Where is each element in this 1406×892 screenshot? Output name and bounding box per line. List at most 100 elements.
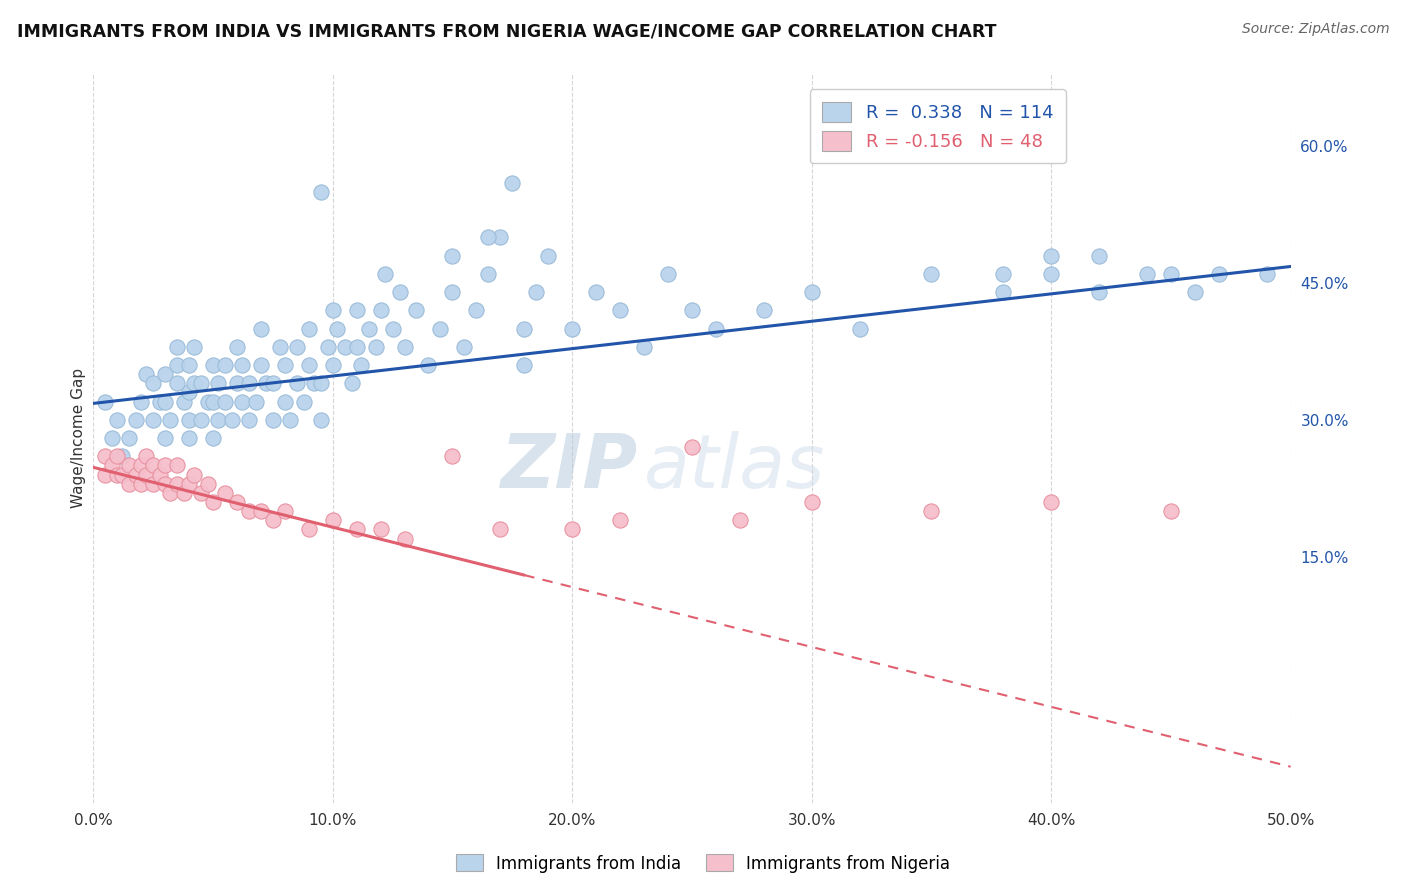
Point <box>848 321 870 335</box>
Point <box>214 394 236 409</box>
Point <box>177 358 200 372</box>
Point <box>657 267 679 281</box>
Point <box>1184 285 1206 299</box>
Point <box>105 467 128 482</box>
Point <box>142 476 165 491</box>
Point <box>381 321 404 335</box>
Point <box>993 285 1015 299</box>
Point <box>94 394 117 409</box>
Point <box>197 476 219 491</box>
Point <box>274 394 297 409</box>
Point <box>183 376 205 391</box>
Point <box>524 285 547 299</box>
Point <box>1088 248 1111 262</box>
Point <box>800 495 823 509</box>
Point <box>190 413 212 427</box>
Point <box>309 413 332 427</box>
Point <box>231 394 253 409</box>
Point <box>254 376 277 391</box>
Point <box>166 476 188 491</box>
Point <box>177 431 200 445</box>
Legend: R =  0.338   N = 114, R = -0.156   N = 48: R = 0.338 N = 114, R = -0.156 N = 48 <box>810 89 1066 163</box>
Point <box>346 522 368 536</box>
Point <box>153 458 176 473</box>
Point <box>201 394 224 409</box>
Point <box>752 303 775 318</box>
Point <box>225 340 247 354</box>
Point <box>374 267 396 281</box>
Point <box>231 358 253 372</box>
Point <box>285 376 308 391</box>
Point <box>214 358 236 372</box>
Point <box>166 340 188 354</box>
Point <box>388 285 411 299</box>
Point <box>177 413 200 427</box>
Point <box>183 467 205 482</box>
Point <box>159 486 181 500</box>
Point <box>238 504 260 518</box>
Point <box>513 358 536 372</box>
Point <box>153 431 176 445</box>
Point <box>177 476 200 491</box>
Point <box>177 385 200 400</box>
Point <box>800 285 823 299</box>
Point <box>118 476 141 491</box>
Point <box>118 458 141 473</box>
Point <box>153 476 176 491</box>
Point <box>1256 267 1278 281</box>
Point <box>302 376 325 391</box>
Point <box>298 321 321 335</box>
Point <box>681 440 703 454</box>
Point <box>221 413 243 427</box>
Point <box>364 340 387 354</box>
Point <box>513 321 536 335</box>
Point <box>1040 248 1063 262</box>
Point <box>262 513 284 527</box>
Point <box>441 285 464 299</box>
Point <box>681 303 703 318</box>
Point <box>477 267 499 281</box>
Point <box>173 394 195 409</box>
Point <box>149 467 172 482</box>
Point <box>101 458 124 473</box>
Point <box>309 185 332 199</box>
Text: ZIP: ZIP <box>501 431 638 504</box>
Point <box>159 413 181 427</box>
Point <box>225 495 247 509</box>
Point <box>225 376 247 391</box>
Point <box>405 303 427 318</box>
Point <box>135 368 157 382</box>
Point <box>920 504 942 518</box>
Point <box>129 458 152 473</box>
Point <box>238 376 260 391</box>
Point <box>207 413 229 427</box>
Point <box>94 467 117 482</box>
Point <box>111 467 134 482</box>
Point <box>1040 495 1063 509</box>
Point <box>394 532 416 546</box>
Point <box>250 358 273 372</box>
Text: atlas: atlas <box>644 432 825 503</box>
Point <box>262 413 284 427</box>
Point <box>274 358 297 372</box>
Point <box>250 321 273 335</box>
Point <box>298 358 321 372</box>
Point <box>190 486 212 500</box>
Legend: Immigrants from India, Immigrants from Nigeria: Immigrants from India, Immigrants from N… <box>450 847 956 880</box>
Point <box>1088 285 1111 299</box>
Point <box>166 376 188 391</box>
Point <box>309 376 332 391</box>
Point <box>609 513 631 527</box>
Point <box>537 248 560 262</box>
Point <box>1136 267 1159 281</box>
Point <box>166 358 188 372</box>
Point <box>920 267 942 281</box>
Point <box>418 358 440 372</box>
Point <box>728 513 751 527</box>
Point <box>1160 504 1182 518</box>
Point <box>245 394 267 409</box>
Point <box>489 230 512 244</box>
Point <box>561 522 583 536</box>
Point <box>201 431 224 445</box>
Point <box>370 303 392 318</box>
